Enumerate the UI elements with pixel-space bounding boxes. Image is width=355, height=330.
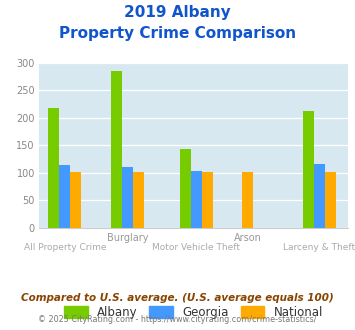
Bar bbox=[122, 167, 133, 228]
Text: © 2025 CityRating.com - https://www.cityrating.com/crime-statistics/: © 2025 CityRating.com - https://www.city… bbox=[38, 315, 317, 324]
Text: Larceny & Theft: Larceny & Theft bbox=[283, 243, 355, 251]
Text: 2019 Albany: 2019 Albany bbox=[124, 5, 231, 20]
Bar bbox=[191, 171, 202, 228]
Text: Compared to U.S. average. (U.S. average equals 100): Compared to U.S. average. (U.S. average … bbox=[21, 293, 334, 303]
Text: Motor Vehicle Theft: Motor Vehicle Theft bbox=[152, 243, 240, 251]
Bar bbox=[70, 172, 81, 228]
Text: Arson: Arson bbox=[234, 233, 262, 243]
Bar bbox=[242, 172, 253, 228]
Bar bbox=[111, 71, 122, 228]
Text: Burglary: Burglary bbox=[107, 233, 148, 243]
Bar bbox=[325, 172, 335, 228]
Bar bbox=[133, 172, 144, 228]
Bar bbox=[202, 172, 213, 228]
Legend: Albany, Georgia, National: Albany, Georgia, National bbox=[59, 302, 328, 324]
Bar bbox=[314, 164, 325, 228]
Bar bbox=[180, 149, 191, 228]
Text: All Property Crime: All Property Crime bbox=[23, 243, 106, 251]
Text: Property Crime Comparison: Property Crime Comparison bbox=[59, 26, 296, 41]
Bar bbox=[49, 108, 59, 228]
Bar bbox=[59, 165, 70, 228]
Bar bbox=[303, 111, 314, 228]
